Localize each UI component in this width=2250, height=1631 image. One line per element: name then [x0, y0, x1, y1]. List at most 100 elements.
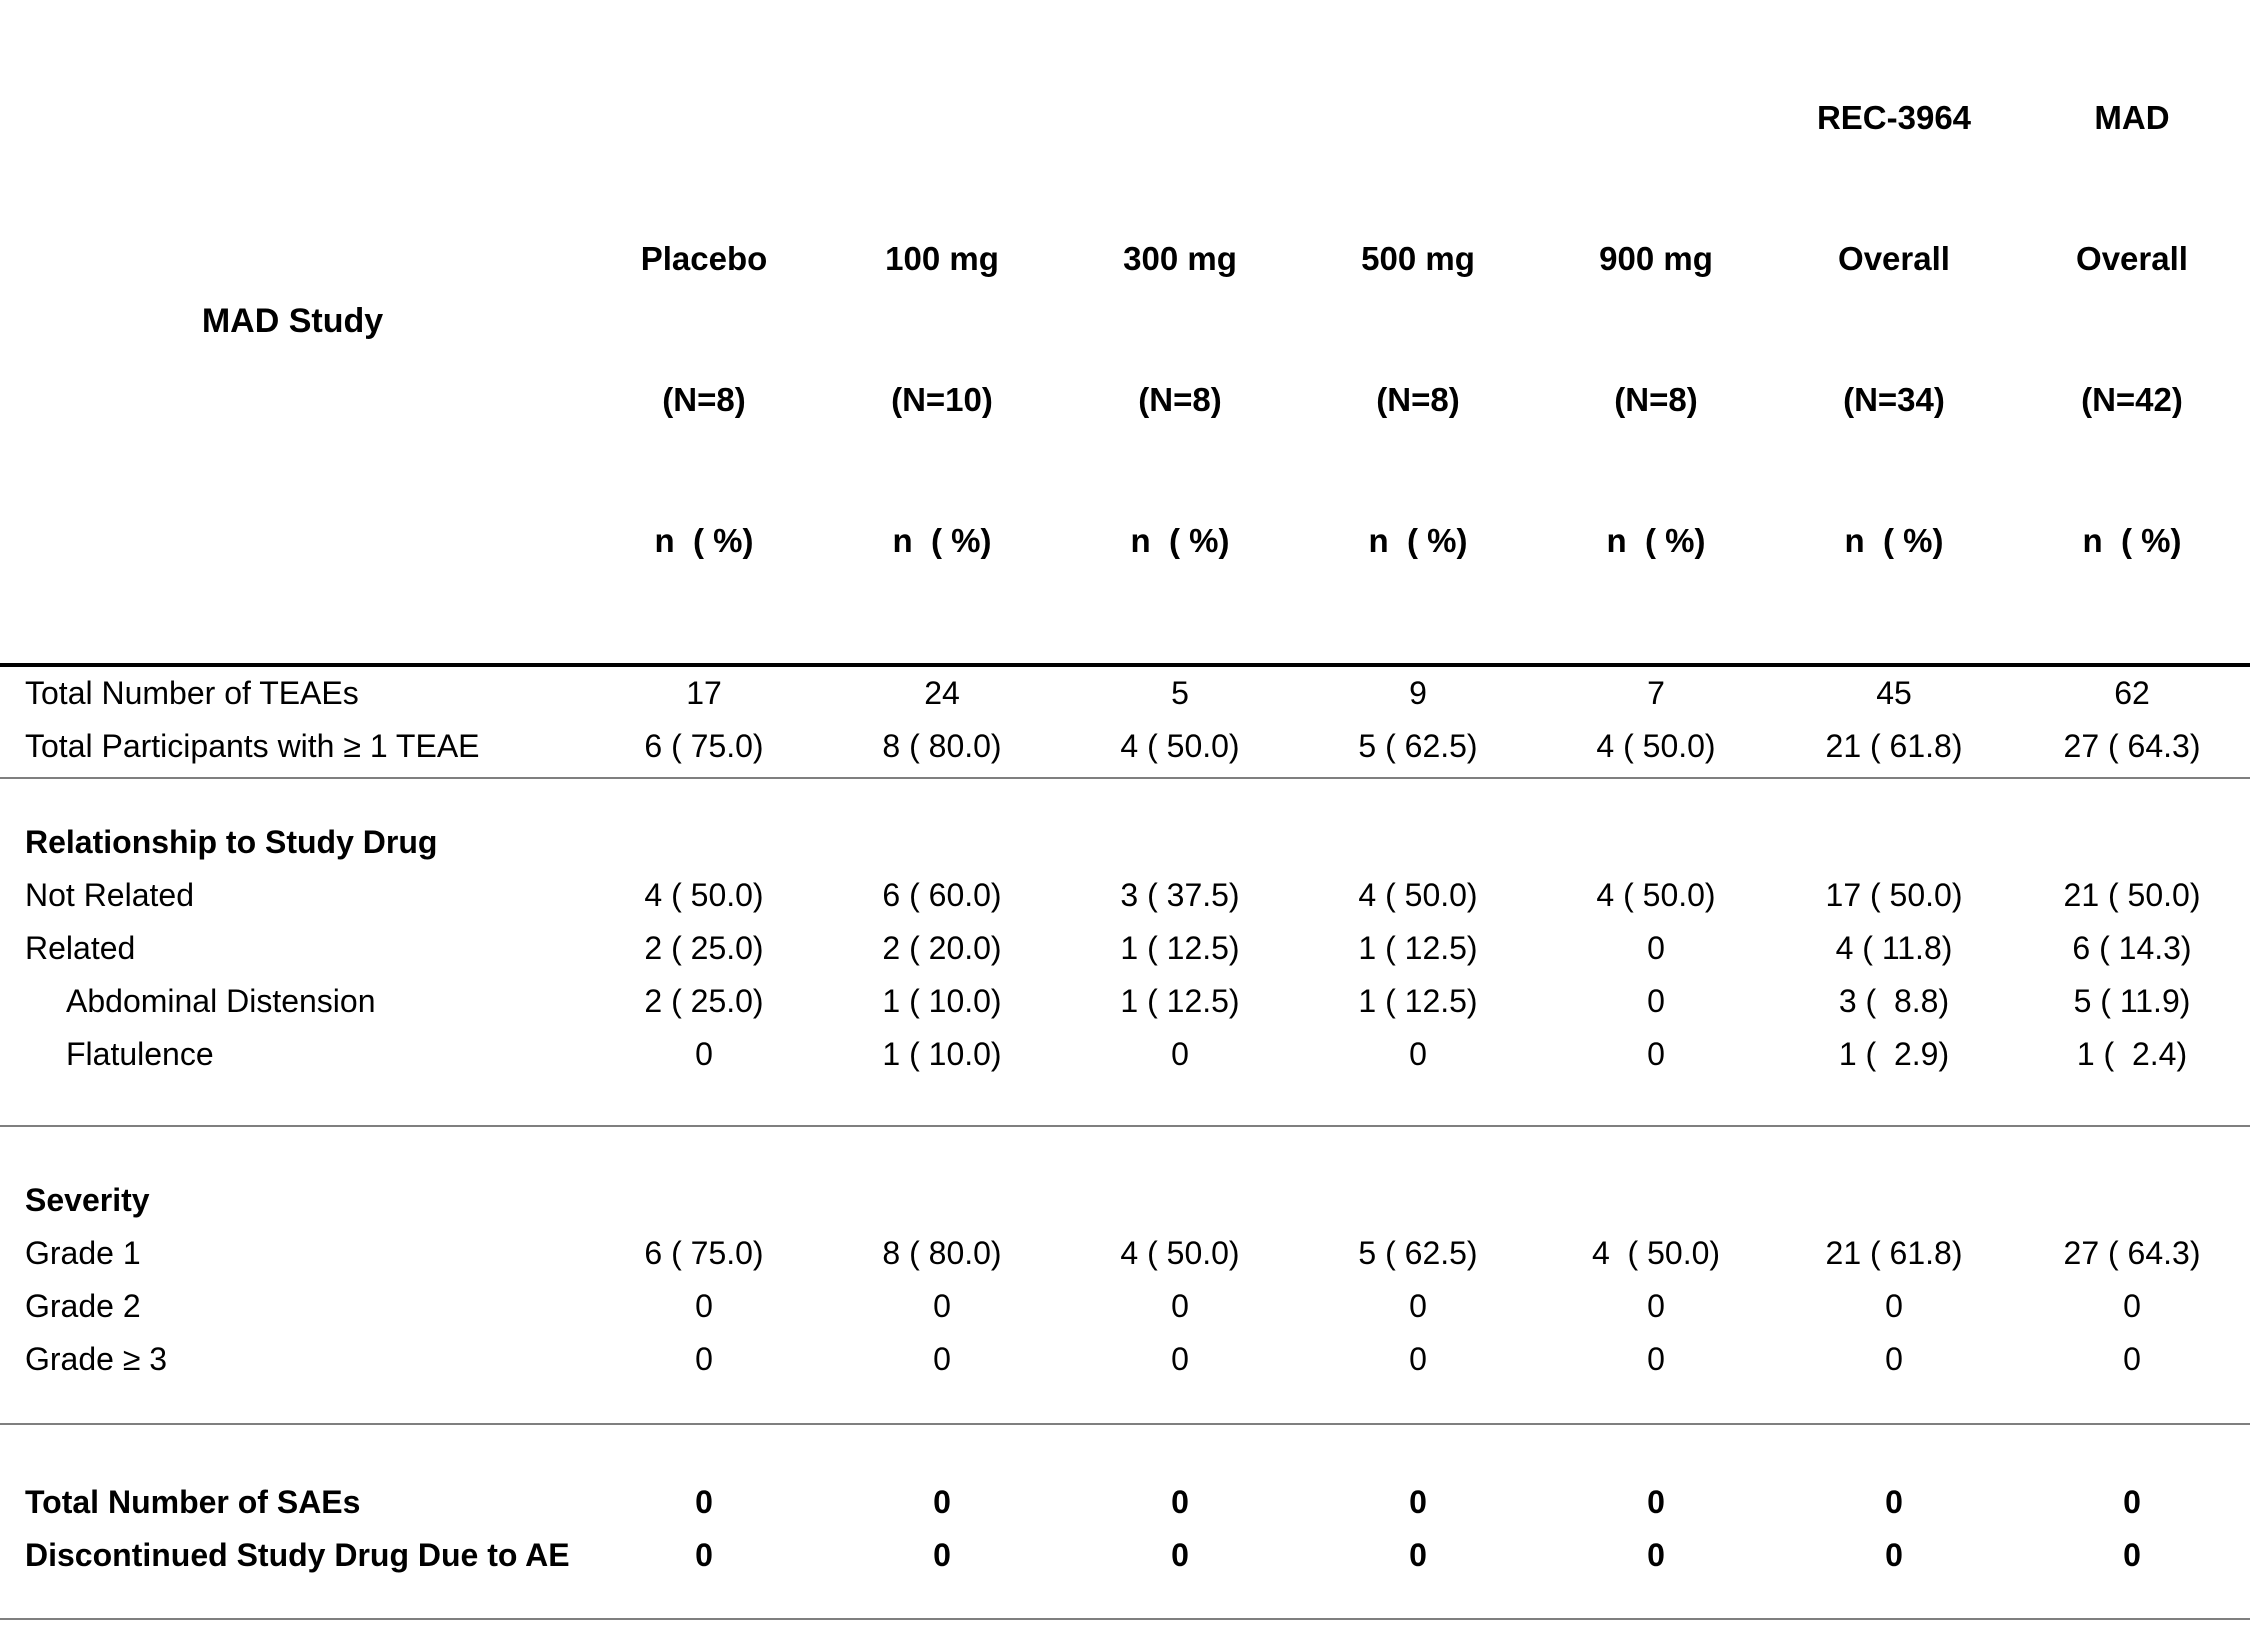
cell-value: 1 ( 10.0): [882, 983, 1002, 1019]
col-header-line: Placebo: [640, 240, 768, 277]
section-spacer: [0, 1424, 2250, 1476]
col-header-line: (N=8): [662, 381, 746, 418]
cell-value: 17 ( 50.0): [1825, 877, 1963, 913]
cell-value: 0: [933, 1288, 951, 1324]
empty-cell: [1775, 816, 2013, 869]
cell-value: 0: [1885, 1341, 1903, 1377]
cell-value: 0: [1647, 1341, 1665, 1377]
table-row: Grade 1 6 ( 75.0) 8 ( 80.0) 4 ( 50.0) 5 ( 62…: [0, 1227, 2250, 1280]
col-header-line: (N=42): [2081, 381, 2183, 418]
cell-value: 21 ( 61.8): [1825, 1235, 1963, 1271]
cell-value: 0: [695, 1036, 713, 1072]
section-divider: [0, 1582, 2250, 1620]
cell-value: 0: [1171, 1341, 1189, 1377]
cell-value: 0: [1647, 983, 1665, 1019]
section-divider: [0, 773, 2250, 779]
row-label: Total Participants with ≥ 1 TEAE: [25, 728, 480, 764]
cell-value: 0: [933, 1484, 951, 1520]
cell-value: 4 ( 50.0): [1120, 1235, 1240, 1271]
cell-value: 4 ( 50.0): [1591, 1235, 1721, 1271]
section-spacer: [0, 778, 2250, 816]
table-row: Discontinued Study Drug Due to AE 0 0 0 0 0 0 0: [0, 1529, 2250, 1582]
col-header-900mg: 900 mg (N=8) n ( %): [1537, 0, 1775, 665]
corner-header: MAD Study: [201, 302, 384, 340]
cell-value: 24: [924, 675, 960, 711]
cell-value: 1 ( 12.5): [1358, 930, 1478, 966]
cell-value: 0: [695, 1537, 713, 1573]
empty-cell: [1061, 816, 1299, 869]
cell-value: 0: [1647, 930, 1665, 966]
cell-value: 6 ( 75.0): [644, 728, 764, 764]
cell-value: 4 ( 50.0): [1596, 728, 1716, 764]
section-header-row: Relationship to Study Drug: [0, 816, 2250, 869]
cell-value: 1 ( 10.0): [882, 1036, 1002, 1072]
row-label: Total Number of TEAEs: [25, 675, 359, 711]
cell-value: 6 ( 60.0): [882, 877, 1002, 913]
cell-value: 4 ( 50.0): [1596, 877, 1716, 913]
empty-cell: [1061, 1174, 1299, 1227]
cell-value: 0: [1409, 1537, 1427, 1573]
divider-line: [0, 1081, 2250, 1127]
cell-value: 5 ( 62.5): [1358, 728, 1478, 764]
col-header-line: REC-3964: [1816, 99, 1972, 136]
col-header-line: (N=10): [891, 381, 993, 418]
spacer: [0, 1126, 2250, 1174]
cell-value: 3 ( 37.5): [1120, 877, 1240, 913]
row-label: Grade 1: [25, 1235, 141, 1271]
cell-value: 0: [1647, 1288, 1665, 1324]
col-header-line: 300 mg: [1123, 240, 1237, 277]
row-label: Discontinued Study Drug Due to AE: [25, 1537, 570, 1573]
spacer: [0, 1619, 2250, 1631]
col-header-line: (N=8): [1376, 381, 1460, 418]
cell-value: 0: [1647, 1036, 1665, 1072]
col-header-100mg: 100 mg (N=10) n ( %): [823, 0, 1061, 665]
cell-value: 8 ( 80.0): [882, 1235, 1002, 1271]
table-row: Grade 2 0 0 0 0 0 0 0: [0, 1280, 2250, 1333]
col-header-line: 100 mg: [885, 240, 999, 277]
cell-value: 1 ( 2.9): [1838, 1036, 1950, 1072]
col-header-line: MAD: [2094, 99, 2170, 136]
section-header-label: Severity: [25, 1182, 150, 1218]
empty-cell: [2013, 816, 2250, 869]
cell-value: 5: [1171, 675, 1189, 711]
col-header-line: Overall: [2076, 240, 2188, 277]
cell-value: 0: [1647, 1484, 1665, 1520]
cell-value: 17: [686, 675, 722, 711]
cell-value: 27 ( 64.3): [2063, 1235, 2201, 1271]
table-row: Not Related 4 ( 50.0) 6 ( 60.0) 3 ( 37.5) 4 …: [0, 869, 2250, 922]
col-header-500mg: 500 mg (N=8) n ( %): [1299, 0, 1537, 665]
col-header-line: (N=8): [1614, 381, 1698, 418]
cell-value: 21 ( 50.0): [2063, 877, 2201, 913]
cell-value: 0: [1409, 1036, 1427, 1072]
cell-value: 0: [1171, 1537, 1189, 1573]
empty-cell: [1537, 816, 1775, 869]
row-label: Related: [25, 930, 136, 966]
cell-value: 21 ( 61.8): [1825, 728, 1963, 764]
row-label: Grade ≥ 3: [25, 1341, 168, 1377]
empty-cell: [1299, 1174, 1537, 1227]
col-header-line: (N=8): [1138, 381, 1222, 418]
col-header-300mg: 300 mg (N=8) n ( %): [1061, 0, 1299, 665]
col-header-rec3964-overall: REC-3964 Overall (N=34) n ( %): [1775, 0, 2013, 665]
cell-value: 5 ( 62.5): [1358, 1235, 1478, 1271]
cell-value: 0: [1409, 1341, 1427, 1377]
cell-value: 1 ( 12.5): [1120, 983, 1240, 1019]
divider-line: [0, 1386, 2250, 1425]
section-spacer: [0, 1126, 2250, 1174]
cell-value: 1 ( 12.5): [1120, 930, 1240, 966]
col-header-line: n ( %): [1606, 522, 1706, 559]
table-row: Related 2 ( 25.0) 2 ( 20.0) 1 ( 12.5) 1 ( 12…: [0, 922, 2250, 975]
table-row: Grade ≥ 3 0 0 0 0 0 0 0: [0, 1333, 2250, 1386]
col-header-line: 500 mg: [1361, 240, 1475, 277]
col-header-line: n ( %): [1844, 522, 1944, 559]
cell-value: 5 ( 11.9): [2073, 983, 2191, 1019]
cell-value: 0: [1885, 1537, 1903, 1573]
empty-cell: [2013, 1174, 2250, 1227]
cell-value: 27 ( 64.3): [2063, 728, 2201, 764]
cell-value: 0: [1171, 1484, 1189, 1520]
cell-value: 7: [1647, 675, 1665, 711]
cell-value: 0: [1171, 1288, 1189, 1324]
section-divider: [0, 1081, 2250, 1127]
cell-value: 3 ( 8.8): [1838, 983, 1950, 1019]
